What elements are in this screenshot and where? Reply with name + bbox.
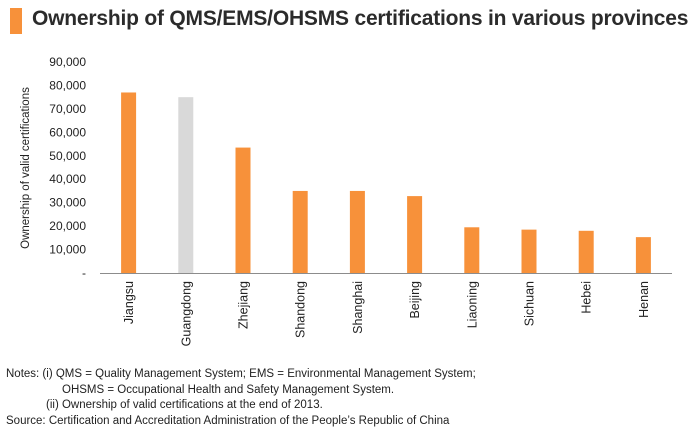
x-tick-label: Beijing — [408, 281, 422, 319]
bar-sichuan — [521, 229, 537, 273]
x-axis: Jiangsu Guangdong Zhejiang Shandong Shanghai… — [100, 273, 672, 346]
bar-henan — [635, 237, 651, 273]
y-tick-label: 40,000 — [49, 172, 86, 186]
y-tick-label: 20,000 — [49, 219, 86, 233]
bar-shanghai — [349, 190, 365, 273]
notes-line-3: (ii) Ownership of valid certifications a… — [46, 399, 323, 411]
y-tick-label: 60,000 — [49, 125, 86, 139]
y-tick-label: 30,000 — [49, 196, 86, 210]
notes-block: Notes: (i) QMS = Quality Management Syst… — [6, 367, 476, 429]
x-tick-label: Zhejiang — [237, 281, 251, 329]
x-tick-label: Guangdong — [179, 281, 193, 346]
y-axis-label: Ownership of valid certifications — [20, 87, 32, 249]
x-tick-label: Liaoning — [465, 281, 479, 328]
x-tick-label: Henan — [637, 281, 651, 318]
bar-chart: - 10,000 20,000 30,000 40,000 50,000 60,000 70,… — [20, 55, 672, 346]
y-tick-label: 70,000 — [49, 102, 86, 116]
x-tick-label: Shandong — [294, 281, 308, 338]
bar-beijing — [407, 196, 423, 273]
bar-zhejiang — [235, 147, 251, 273]
x-tick-label: Jiangsu — [122, 281, 136, 324]
y-tick-label: 90,000 — [49, 55, 86, 69]
bar-shandong — [292, 190, 308, 273]
notes-line-2: OHSMS = Occupational Health and Safety M… — [62, 383, 395, 396]
y-axis: - 10,000 20,000 30,000 40,000 50,000 60,000 70,… — [49, 55, 86, 280]
x-tick-label: Sichuan — [523, 281, 537, 326]
source-line: Source: Certification and Accreditation … — [6, 414, 450, 427]
bar-jiangsu — [121, 92, 137, 273]
x-tick-label: Hebei — [580, 281, 594, 314]
chart-title: Ownership of QMS/EMS/OHSMS certification… — [32, 7, 689, 30]
bar-hebei — [578, 230, 594, 273]
bars — [121, 92, 651, 274]
y-tick-label: 50,000 — [49, 149, 86, 163]
y-tick-label: - — [82, 266, 86, 280]
notes-line-1: Notes: (i) QMS = Quality Management Syst… — [6, 368, 476, 380]
x-tick-label: Shanghai — [351, 281, 365, 334]
title-accent-bar — [10, 8, 22, 34]
y-tick-label: 10,000 — [49, 243, 86, 257]
bar-liaoning — [464, 227, 480, 273]
y-tick-label: 80,000 — [49, 78, 86, 92]
bar-guangdong — [178, 97, 194, 274]
